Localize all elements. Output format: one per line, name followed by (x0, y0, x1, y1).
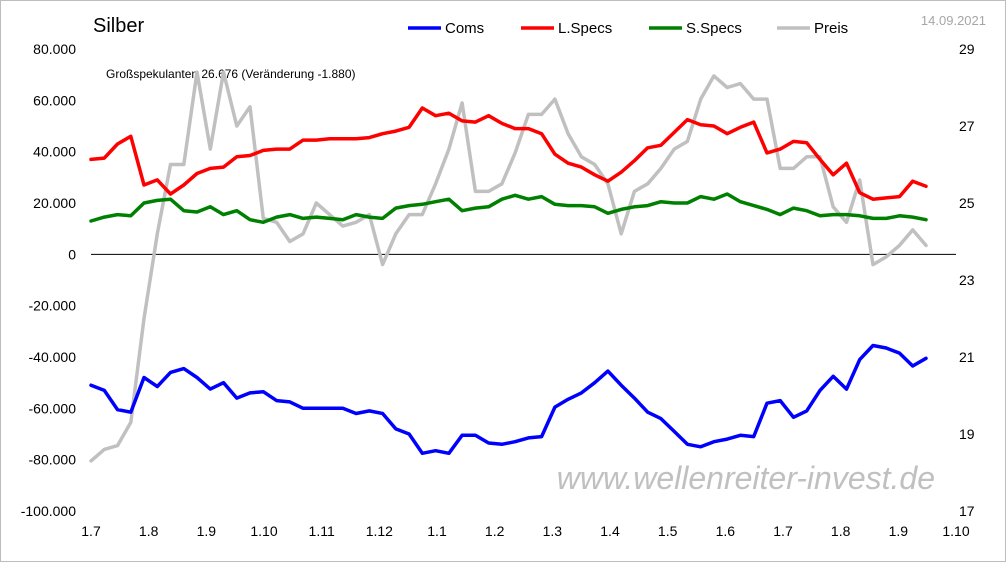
watermark: www.wellenreiter-invest.de (557, 460, 935, 496)
x-tick-label: 1.8 (831, 523, 851, 539)
x-tick-label: 1.10 (942, 523, 969, 539)
x-tick-label: 1.10 (250, 523, 277, 539)
left-tick-label: 80.000 (33, 41, 76, 57)
legend-label: L.Specs (558, 20, 612, 37)
x-tick-label: 1.4 (600, 523, 620, 539)
x-tick-label: 1.3 (543, 523, 563, 539)
left-axis: -100.000 -80.000 -60.000 -40.000 -20.000 0 20.… (21, 41, 76, 519)
chart-date: 14.09.2021 (921, 13, 986, 28)
x-tick-label: 1.8 (139, 523, 159, 539)
legend-label: S.Specs (686, 20, 742, 37)
right-tick-label: 25 (959, 195, 975, 211)
x-tick-label: 1.6 (716, 523, 736, 539)
series-line-preis (89, 70, 928, 463)
x-tick-label: 1.12 (366, 523, 393, 539)
legend: Coms L.Specs S.Specs Preis (408, 20, 848, 37)
x-axis: 1.7 1.8 1.9 1.10 1.11 1.12 1.1 1.2 1.3 1.4 1.5 1.6 1… (81, 523, 970, 539)
x-tick-label: 1.9 (197, 523, 217, 539)
left-tick-label: 40.000 (33, 144, 76, 160)
right-axis: 17 19 21 23 25 27 29 (959, 41, 975, 519)
left-tick-label: -60.000 (29, 400, 77, 416)
left-tick-label: 0 (68, 246, 76, 262)
left-tick-label: 60.000 (33, 92, 76, 108)
annotation-text: Großspekulanten 26.676 (Veränderung -1.8… (106, 67, 356, 81)
left-tick-label: -80.000 (29, 452, 77, 468)
left-tick-label: -100.000 (21, 503, 76, 519)
right-tick-label: 21 (959, 349, 975, 365)
chart-title: Silber (93, 15, 144, 37)
legend-label: Coms (445, 20, 484, 37)
left-tick-label: 20.000 (33, 195, 76, 211)
x-tick-label: 1.5 (658, 523, 678, 539)
x-tick-label: 1.1 (427, 523, 447, 539)
x-tick-label: 1.7 (81, 523, 101, 539)
series-lines (89, 70, 928, 463)
x-tick-label: 1.11 (309, 523, 335, 539)
x-tick-label: 1.9 (889, 523, 909, 539)
series-line-coms (89, 343, 928, 456)
right-tick-label: 23 (959, 272, 975, 288)
right-tick-label: 27 (959, 118, 975, 134)
x-tick-label: 1.2 (485, 523, 505, 539)
left-tick-label: -20.000 (29, 298, 77, 314)
legend-label: Preis (814, 20, 848, 37)
left-tick-label: -40.000 (29, 349, 77, 365)
right-tick-label: 29 (959, 41, 975, 57)
series-line-s-specs (89, 192, 928, 225)
right-tick-label: 19 (959, 426, 975, 442)
right-tick-label: 17 (959, 503, 975, 519)
x-tick-label: 1.7 (773, 523, 793, 539)
series-line-l-specs (89, 106, 928, 201)
